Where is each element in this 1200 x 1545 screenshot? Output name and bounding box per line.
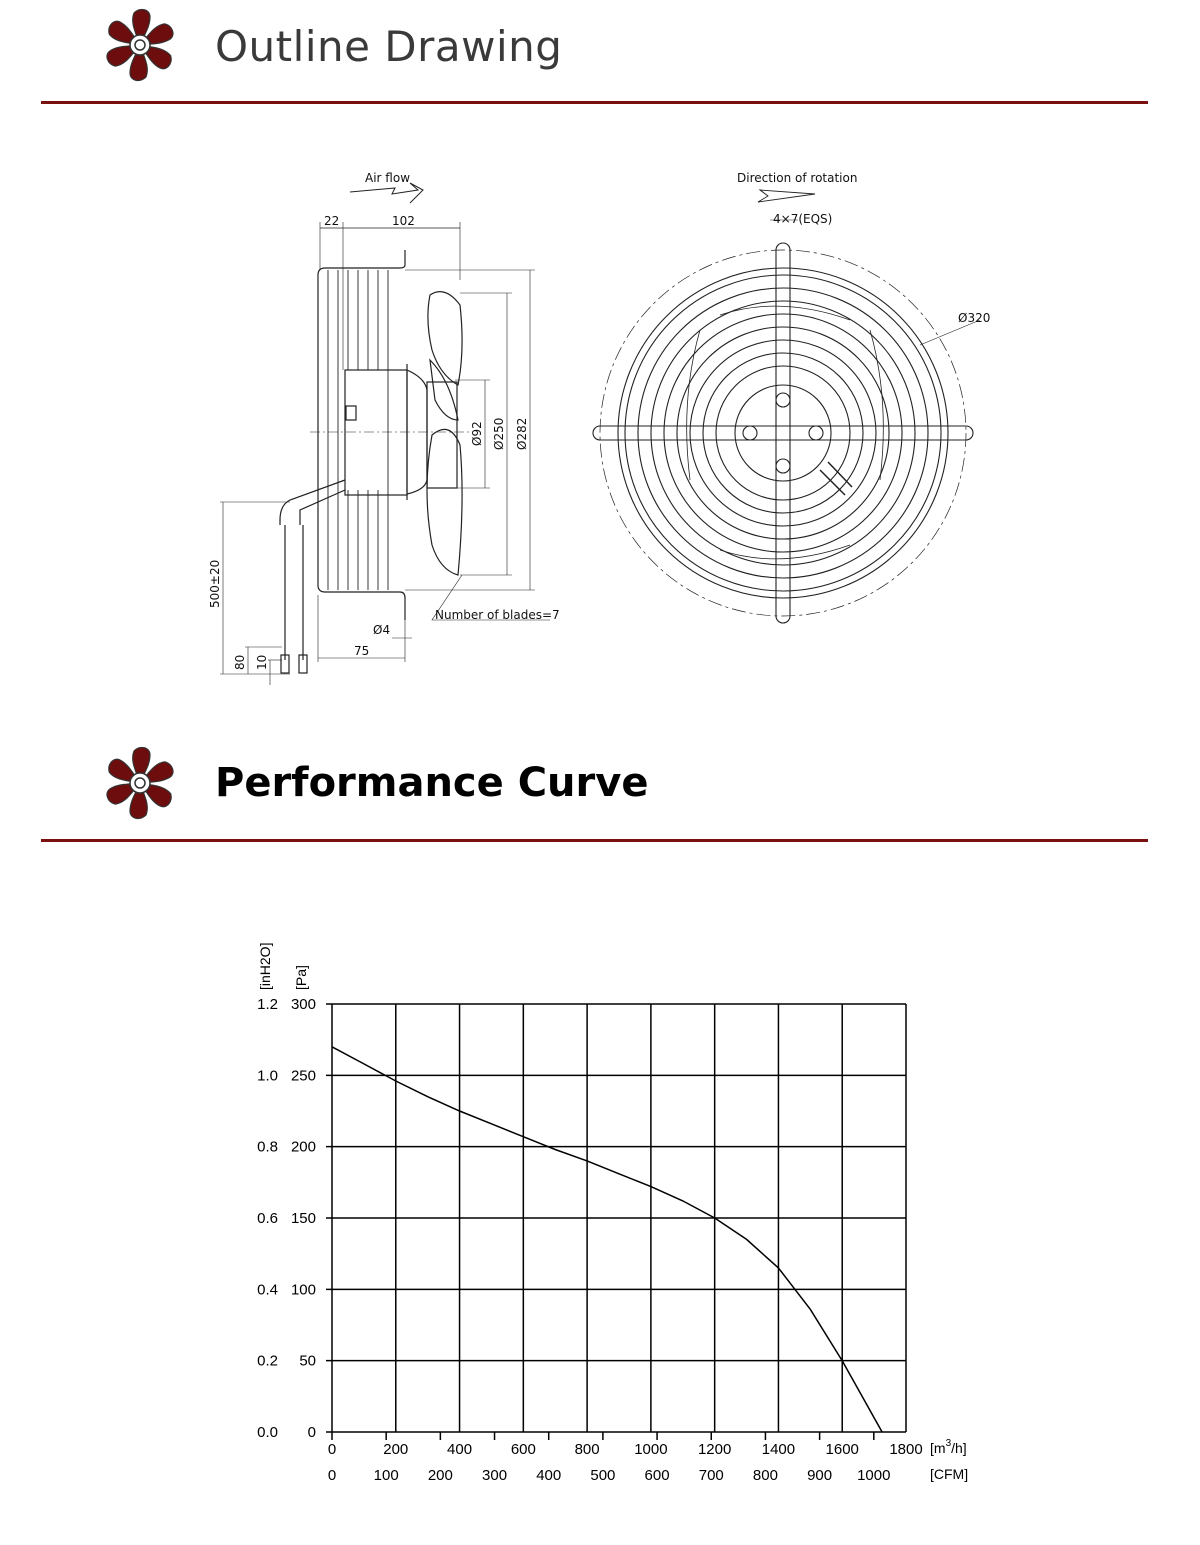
x-tick-label: 400	[447, 1441, 472, 1458]
y-tick-label: 100	[291, 1281, 316, 1298]
x-tick-label: 1000	[634, 1441, 667, 1458]
y2-tick-label: 0.8	[257, 1139, 278, 1156]
performance-curve-line	[331, 1046, 883, 1433]
performance-header: Performance Curve	[0, 738, 1200, 838]
x2-tick-label: 300	[482, 1467, 507, 1484]
x2-tick-label: 0	[328, 1467, 336, 1484]
x-tick-label: 1600	[826, 1441, 859, 1458]
dim-d250: Ø250	[492, 418, 506, 450]
y-tick-label: 200	[291, 1139, 316, 1156]
section-divider	[41, 839, 1148, 842]
front-view	[592, 189, 981, 624]
x2-tick-label: 400	[536, 1467, 561, 1484]
holes-label: 4×7(EQS)	[773, 212, 832, 226]
side-view	[220, 182, 550, 685]
y2-tick-label: 0.4	[257, 1281, 278, 1298]
dim-10: 10	[255, 655, 269, 670]
outline-title: Outline Drawing	[215, 22, 563, 71]
x-axis-label: [m3/h]	[930, 1438, 967, 1456]
x2-tick-label: 200	[428, 1467, 453, 1484]
performance-title: Performance Curve	[215, 760, 649, 806]
blades-label: Number of blades=7	[435, 608, 560, 622]
outline-header: Outline Drawing	[0, 0, 1200, 100]
x-tick-label: 800	[575, 1441, 600, 1458]
dim-d320: Ø320	[958, 311, 990, 325]
y-axis-label: [Pa]	[293, 965, 309, 990]
y2-tick-label: 1.2	[257, 996, 278, 1013]
airflow-label: Air flow	[365, 171, 410, 185]
y2-axis-label: [inH2O]	[257, 943, 273, 990]
y2-tick-label: 0.2	[257, 1353, 278, 1370]
y-tick-label: 50	[299, 1353, 316, 1370]
x-tick-label: 200	[383, 1441, 408, 1458]
chart-grid	[326, 1003, 907, 1440]
dim-102: 102	[392, 214, 415, 228]
dim-d282: Ø282	[515, 418, 529, 450]
y-tick-label: 250	[291, 1067, 316, 1084]
x-tick-label: 1200	[698, 1441, 731, 1458]
x2-tick-label: 600	[645, 1467, 670, 1484]
rotation-label: Direction of rotation	[737, 171, 857, 185]
dim-d92: Ø92	[470, 421, 484, 446]
x-tick-label: 0	[328, 1441, 336, 1458]
dim-75: 75	[354, 644, 369, 658]
x2-tick-label: 700	[699, 1467, 724, 1484]
x2-tick-label: 500	[590, 1467, 615, 1484]
x2-tick-label: 1000	[857, 1467, 890, 1484]
x2-tick-label: 100	[374, 1467, 399, 1484]
dim-22: 22	[324, 214, 339, 228]
y-tick-label: 300	[291, 996, 316, 1013]
dim-d4: Ø4	[373, 623, 390, 637]
dim-80: 80	[233, 655, 247, 670]
x2-axis-label: [CFM]	[930, 1466, 968, 1482]
section-divider	[41, 101, 1148, 104]
y2-tick-label: 1.0	[257, 1067, 278, 1084]
x-tick-label: 1800	[889, 1441, 922, 1458]
chart-labels: 0 200 400 600 800 1000 1200 1400 1600 180000.0500…	[257, 996, 923, 1484]
x-tick-label: 600	[511, 1441, 536, 1458]
x2-tick-label: 800	[753, 1467, 778, 1484]
dim-500: 500±20	[208, 560, 222, 608]
x-tick-label: 1400	[762, 1441, 795, 1458]
outline-drawing: Air flow 22 102 Ø92 Ø250 Ø282 500±20 80 …	[208, 171, 990, 685]
y-tick-label: 0	[308, 1424, 316, 1441]
y-tick-label: 150	[291, 1210, 316, 1227]
y2-tick-label: 0.6	[257, 1210, 278, 1227]
y2-tick-label: 0.0	[257, 1424, 278, 1441]
x2-tick-label: 900	[807, 1467, 832, 1484]
